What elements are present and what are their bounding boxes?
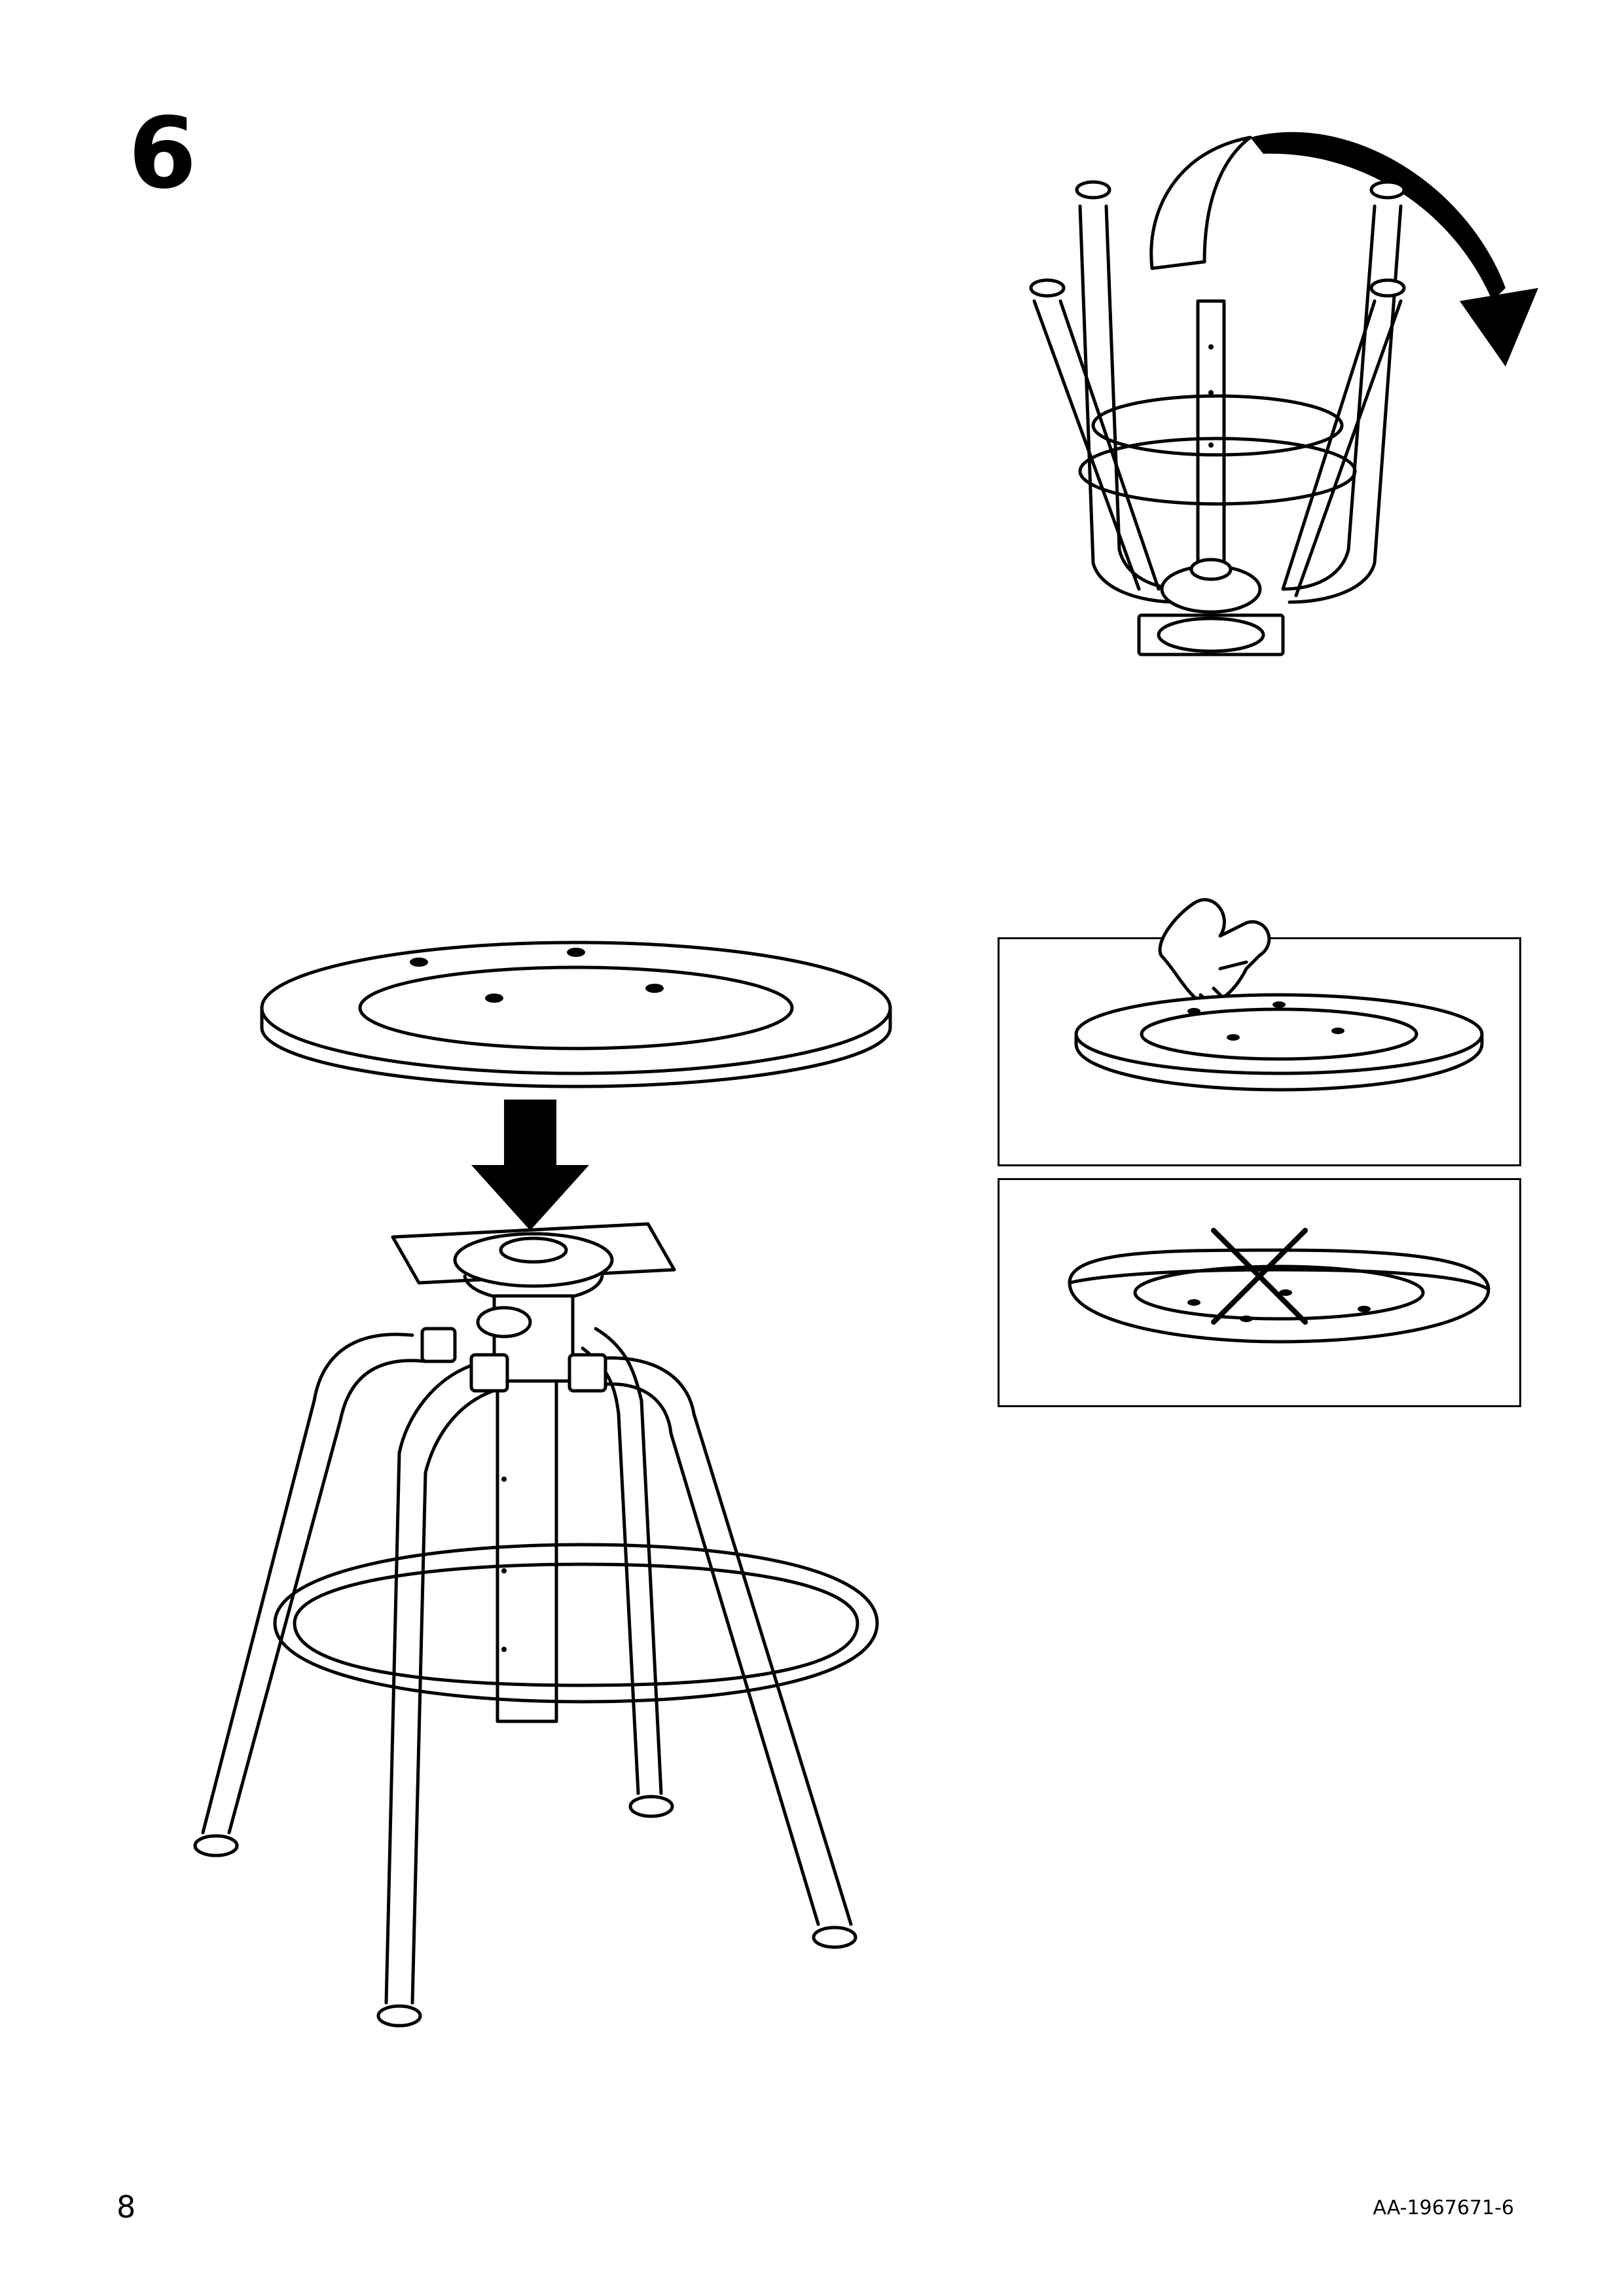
correct-orientation-illustration — [1074, 898, 1484, 1092]
cross-mark-icon — [1211, 1228, 1308, 1325]
down-arrow-icon — [471, 1100, 589, 1230]
stool-assembly-illustration — [193, 941, 892, 2028]
curved-flip-arrow-icon — [1149, 132, 1538, 367]
wrong-orientation-illustration — [1068, 1228, 1490, 1344]
document-code: AA-1967671-6 — [1373, 2197, 1514, 2219]
seat-illustration — [260, 941, 892, 1088]
page-number: 8 — [117, 2189, 136, 2225]
step-number: 6 — [128, 97, 197, 211]
inverted-base-illustration — [1029, 132, 1538, 656]
